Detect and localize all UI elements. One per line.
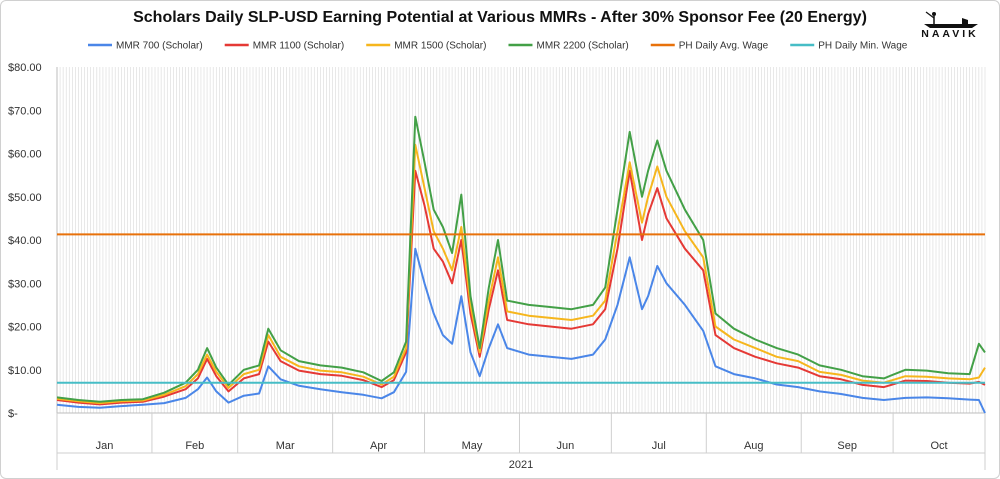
y-tick-label: $80.00 — [8, 62, 42, 74]
y-tick-label: $- — [8, 408, 18, 420]
legend-label-mmr-700-scholar: MMR 700 (Scholar) — [116, 41, 203, 52]
legend-label-mmr-1500-scholar: MMR 1500 (Scholar) — [394, 41, 486, 52]
y-tick-label: $10.00 — [8, 365, 42, 377]
logo-text: NAAVIK — [921, 28, 979, 40]
x-tick-label-apr: Apr — [370, 440, 387, 452]
x-tick-label-jun: Jun — [557, 440, 575, 452]
series-line-mmr-1100-scholar — [56, 169, 986, 406]
series-line-mmr-700-scholar — [56, 247, 986, 414]
vertical-grid — [56, 67, 986, 413]
naavik-logo: NAAVIK — [912, 8, 988, 42]
y-tick-label: $50.00 — [8, 192, 42, 204]
y-tick-label: $20.00 — [8, 322, 42, 334]
boat-icon — [924, 11, 978, 28]
y-tick-label: $70.00 — [8, 105, 42, 117]
y-tick-label: $60.00 — [8, 149, 42, 161]
chart-title: Scholars Daily SLP-USD Earning Potential… — [133, 9, 867, 26]
x-tick-label-sep: Sep — [837, 440, 857, 452]
series-line-mmr-1500-scholar — [56, 143, 986, 405]
x-tick-label-jan: Jan — [96, 440, 114, 452]
x-tick-label-aug: Aug — [744, 440, 764, 452]
x-tick-label-mar: Mar — [276, 440, 295, 452]
y-tick-label: $30.00 — [8, 278, 42, 290]
x-tick-label-may: May — [462, 440, 483, 452]
legend: MMR 700 (Scholar) MMR 1100 (Scholar) MMR 1… — [88, 41, 908, 52]
legend-label-mmr-2200-scholar: MMR 2200 (Scholar) — [536, 41, 628, 52]
series-line-mmr-2200-scholar — [56, 115, 986, 403]
legend-label-ph-daily-avg-wage: PH Daily Avg. Wage — [679, 41, 769, 52]
x-axis: Jan Feb Mar Apr May Jun Jul Aug Sep Oct 2021 — [56, 412, 986, 471]
x-tick-label-jul: Jul — [652, 440, 666, 452]
x-tick-label-oct: Oct — [930, 440, 947, 452]
series-lines — [56, 115, 986, 414]
legend-label-mmr-1100-scholar: MMR 1100 (Scholar) — [253, 41, 345, 52]
legend-label-ph-daily-min-wage: PH Daily Min. Wage — [818, 41, 908, 52]
x-axis-label: 2021 — [509, 459, 533, 471]
daily-gridlines — [56, 67, 986, 413]
y-tick-label: $40.00 — [8, 235, 42, 247]
y-axis: $- $10.00 $20.00 $30.00 $40.00 $50.00 $60.00 $7… — [8, 62, 58, 420]
x-tick-label-feb: Feb — [185, 440, 204, 452]
